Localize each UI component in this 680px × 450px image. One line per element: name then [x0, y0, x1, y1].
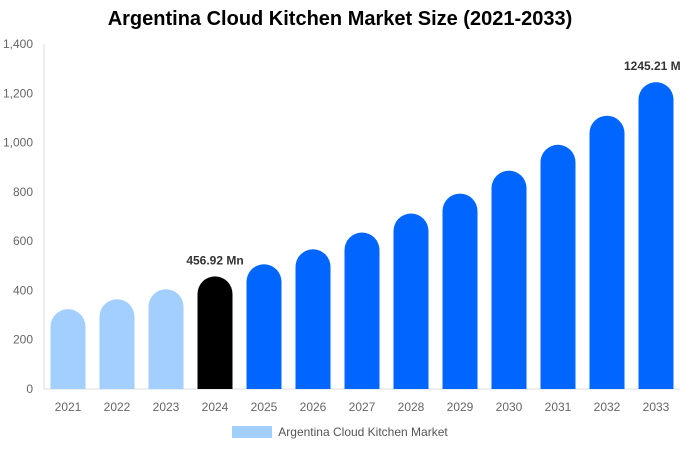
bar-2032: [589, 115, 625, 390]
y-tick-label: 0: [26, 382, 33, 396]
bar-2025: [246, 264, 282, 389]
bar-2033: [638, 82, 674, 389]
y-tick-label: 1,200: [3, 86, 33, 100]
chart-title: Argentina Cloud Kitchen Market Size (202…: [107, 8, 573, 30]
x-tick-label: 2033: [643, 400, 670, 414]
y-tick-label: 400: [13, 283, 33, 297]
x-tick-label: 2026: [300, 400, 327, 414]
legend-label: Argentina Cloud Kitchen Market: [278, 425, 448, 439]
y-tick-label: 600: [13, 234, 33, 248]
x-tick-label: 2025: [251, 400, 278, 414]
bar-2029: [442, 193, 478, 389]
x-tick-label: 2023: [153, 400, 180, 414]
legend-swatch: [232, 426, 273, 438]
x-tick-label: 2030: [496, 400, 523, 414]
y-tick-label: 200: [13, 333, 33, 347]
bar-2028: [393, 213, 429, 389]
y-tick-label: 1,400: [3, 37, 33, 51]
bar-2021: [50, 309, 86, 389]
x-tick-label: 2027: [349, 400, 376, 414]
x-tick-label: 2028: [398, 400, 425, 414]
y-tick-label: 800: [13, 185, 33, 199]
data-label: 456.92 Mn: [186, 253, 243, 267]
bar-2024: [197, 276, 233, 389]
x-tick-label: 2024: [202, 400, 229, 414]
bar-2031: [540, 144, 576, 389]
x-tick-label: 2021: [55, 400, 82, 414]
legend: Argentina Cloud Kitchen Market: [0, 425, 680, 439]
x-tick-label: 2031: [545, 400, 572, 414]
data-label: 1245.21 Mn: [624, 59, 680, 73]
x-tick-label: 2029: [447, 400, 474, 414]
bar-2027: [344, 232, 380, 389]
bar-2022: [99, 299, 135, 389]
bar-2023: [148, 289, 184, 389]
x-tick-label: 2032: [594, 400, 621, 414]
bar-2030: [491, 170, 527, 389]
bar-2026: [295, 249, 331, 389]
x-tick-label: 2022: [104, 400, 131, 414]
y-tick-label: 1,000: [3, 136, 33, 150]
